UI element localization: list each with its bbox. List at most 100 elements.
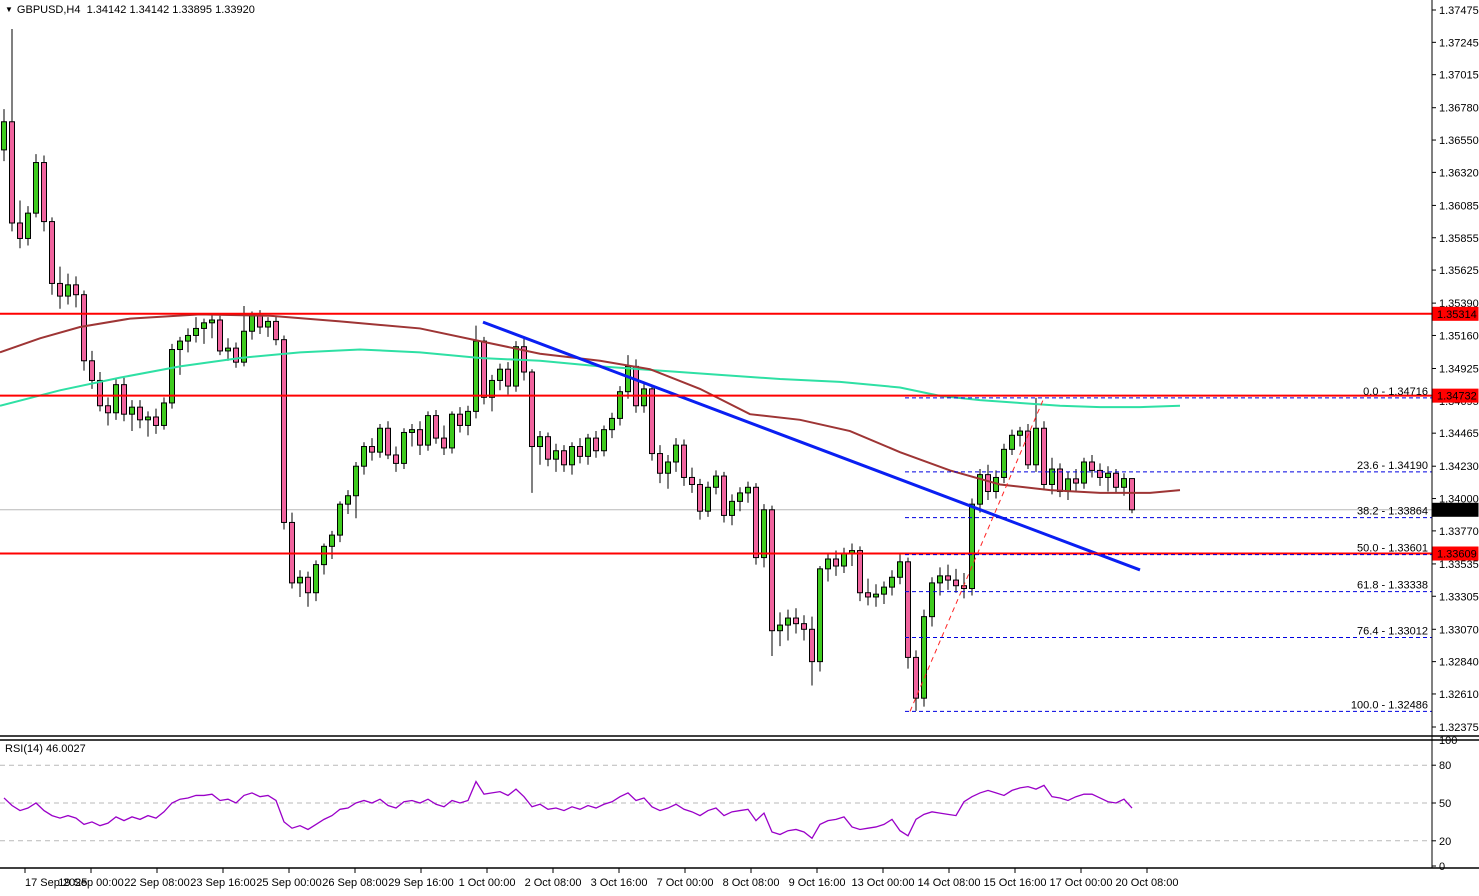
candle bbox=[657, 445, 663, 484]
candle bbox=[1113, 469, 1119, 493]
candle bbox=[65, 273, 71, 305]
time-axis-label: 29 Sep 16:00 bbox=[388, 877, 453, 889]
candle-body-bear bbox=[649, 388, 655, 455]
candle-body-bull bbox=[513, 346, 519, 387]
candle-body-bear bbox=[305, 576, 311, 594]
fib-level-label: 61.8 - 1.33338 bbox=[1357, 580, 1428, 592]
rsi-axis[interactable]: 100 80 50 20 0 bbox=[1432, 735, 1457, 873]
candle bbox=[913, 650, 919, 711]
candle bbox=[697, 478, 703, 520]
candle-body-bull bbox=[921, 616, 927, 699]
candle-body-bear bbox=[97, 379, 103, 407]
rsi-axis-label: 100 bbox=[1439, 735, 1457, 747]
main-price-pane[interactable]: 0.0 - 1.34716 23.6 - 1.34190 38.2 - 1.3386… bbox=[0, 28, 1432, 712]
fib-retracement-baseline[interactable] bbox=[909, 397, 1045, 712]
time-axis-label: 17 Sep 2025 bbox=[25, 877, 87, 889]
candle bbox=[681, 439, 687, 486]
candle-body-bull bbox=[1033, 427, 1039, 466]
candle-body-bull bbox=[265, 320, 271, 328]
ma-slow-brown[interactable] bbox=[0, 313, 1181, 494]
candle bbox=[769, 505, 775, 657]
candle bbox=[1089, 454, 1095, 478]
candle bbox=[649, 384, 655, 461]
price-axis-label: 1.37015 bbox=[1439, 70, 1479, 82]
time-axis-label: 14 Oct 08:00 bbox=[918, 877, 981, 889]
candle bbox=[609, 412, 615, 439]
collapse-objects-icon[interactable]: ▼ bbox=[5, 5, 13, 14]
candle bbox=[1033, 397, 1039, 472]
candle bbox=[449, 411, 455, 454]
candle bbox=[921, 609, 927, 707]
candle-body-bear bbox=[953, 579, 959, 587]
price-axis-label: 1.37475 bbox=[1439, 5, 1479, 17]
candle-body-bear bbox=[689, 476, 695, 485]
candle bbox=[401, 428, 407, 470]
time-axis-label: 26 Sep 08:00 bbox=[322, 877, 387, 889]
candle-body-bear bbox=[1041, 427, 1047, 485]
candle-body-bull bbox=[409, 429, 415, 433]
candle bbox=[809, 616, 815, 686]
price-axis-label: 1.34465 bbox=[1439, 428, 1479, 440]
descending-trendline[interactable] bbox=[482, 320, 1141, 572]
candle-body-bull bbox=[473, 340, 479, 412]
candle-body-bull bbox=[209, 319, 215, 324]
candle bbox=[457, 407, 463, 433]
candle bbox=[433, 409, 439, 444]
candle-body-bear bbox=[561, 450, 567, 466]
candle-body-bear bbox=[721, 475, 727, 516]
candle bbox=[465, 405, 471, 436]
candle-body-bull bbox=[25, 212, 31, 239]
candle bbox=[1041, 421, 1047, 491]
candle-body-bear bbox=[985, 474, 991, 493]
candle-body-bull bbox=[977, 474, 983, 505]
candle-body-bear bbox=[385, 427, 391, 456]
candle bbox=[1049, 457, 1055, 495]
rsi-line bbox=[3, 780, 1133, 840]
candle bbox=[185, 328, 191, 353]
price-axis[interactable]: 1.37475 1.37245 1.37015 1.36780 1.36550 1.363… bbox=[1432, 5, 1479, 734]
candle-body-bull bbox=[425, 415, 431, 446]
price-axis-label: 1.32375 bbox=[1439, 722, 1479, 734]
candle bbox=[929, 577, 935, 627]
candle-body-bull bbox=[337, 503, 343, 536]
candle-body-bear bbox=[857, 550, 863, 594]
candle-body-bear bbox=[593, 437, 599, 452]
candle-body-bull bbox=[401, 431, 407, 464]
candle bbox=[569, 442, 575, 475]
candle-body-bear bbox=[545, 436, 551, 460]
rsi-indicator-pane[interactable] bbox=[0, 764, 1432, 842]
candle bbox=[673, 438, 679, 472]
price-axis-label: 1.34000 bbox=[1439, 494, 1479, 506]
candle bbox=[57, 266, 63, 309]
candle bbox=[225, 338, 231, 361]
ma-fast-teal[interactable] bbox=[0, 348, 1181, 409]
candle-body-bull bbox=[785, 617, 791, 626]
price-axis-label: 1.33305 bbox=[1439, 591, 1479, 603]
candle-body-bear bbox=[913, 656, 919, 699]
candle-body-bear bbox=[529, 371, 535, 448]
candle-body-bull bbox=[1049, 468, 1055, 485]
candle-body-bull bbox=[145, 416, 151, 421]
candle-body-bull bbox=[489, 379, 495, 398]
candle-body-bear bbox=[233, 347, 239, 363]
candle-body-bull bbox=[249, 315, 255, 332]
candle-body-bull bbox=[817, 568, 823, 663]
candle bbox=[705, 481, 711, 517]
candle-body-bull bbox=[569, 446, 575, 466]
candle-body-bear bbox=[17, 222, 23, 239]
candle-body-bear bbox=[833, 558, 839, 567]
candle-body-bull bbox=[617, 391, 623, 419]
candle bbox=[905, 557, 911, 669]
time-axis-label: 15 Oct 16:00 bbox=[984, 877, 1047, 889]
price-tag-value: 1.33609 bbox=[1437, 549, 1477, 561]
candle-body-bear bbox=[697, 483, 703, 512]
time-axis-label: 8 Oct 08:00 bbox=[723, 877, 780, 889]
candle-body-bear bbox=[89, 360, 95, 381]
symbol-timeframe-label: GBPUSD,H4 bbox=[16, 4, 81, 16]
candle-body-bear bbox=[457, 413, 463, 426]
price-axis-label: 1.36085 bbox=[1439, 200, 1479, 212]
rsi-axis-label: 80 bbox=[1439, 760, 1451, 772]
candle-body-bear bbox=[1057, 468, 1063, 493]
